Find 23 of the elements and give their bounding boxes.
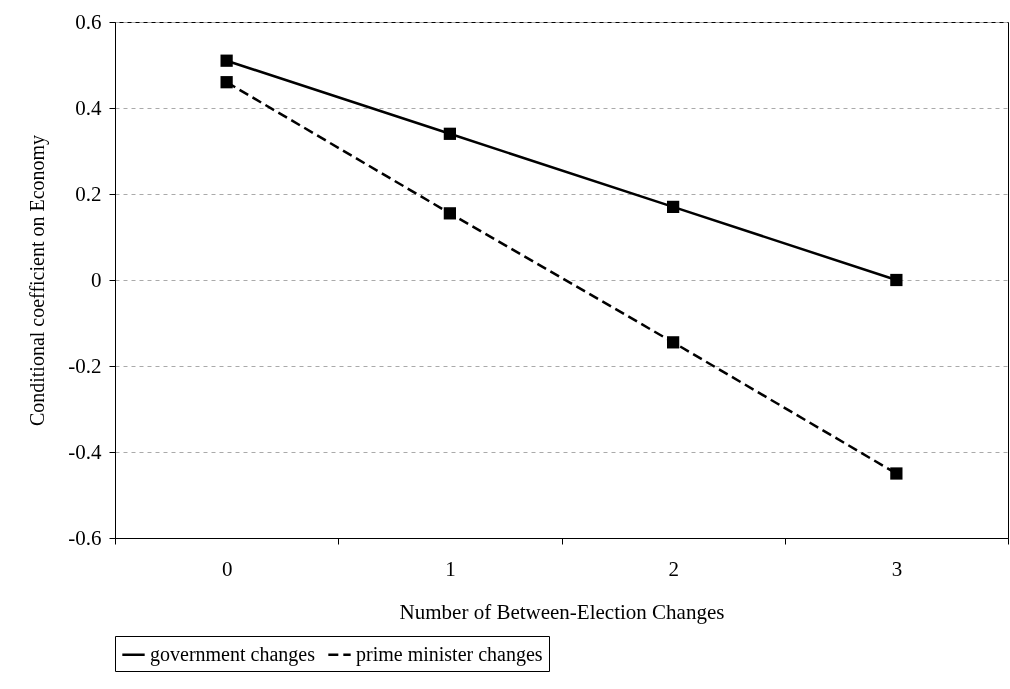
y-tick-label: 0 (91, 267, 102, 292)
y-tick-label: 0.2 (75, 181, 102, 206)
x-axis-title: Number of Between-Election Changes (399, 599, 725, 624)
point (890, 467, 903, 480)
y-tick-label: -0.2 (68, 353, 102, 378)
point (220, 76, 233, 89)
point (890, 273, 903, 287)
x-tick-label: 3 (891, 556, 903, 581)
x-tick-label: 2 (668, 556, 679, 581)
x-tick-label: 0 (221, 556, 233, 581)
y-axis-title: Conditional coefficient on Economy (26, 134, 50, 427)
y-tick-label: -0.4 (68, 439, 102, 464)
point (220, 54, 233, 67)
y-tick-label: 0.4 (75, 95, 102, 120)
point (443, 207, 456, 220)
y-tick-label: 0.6 (75, 9, 102, 34)
legend-label: government changes (150, 642, 316, 666)
y-tick-label: -0.6 (68, 525, 102, 550)
point (667, 200, 680, 214)
legend-label: prime minister changes (356, 642, 543, 666)
point (443, 127, 456, 140)
point (667, 336, 680, 349)
x-tick-label: 1 (445, 556, 456, 581)
